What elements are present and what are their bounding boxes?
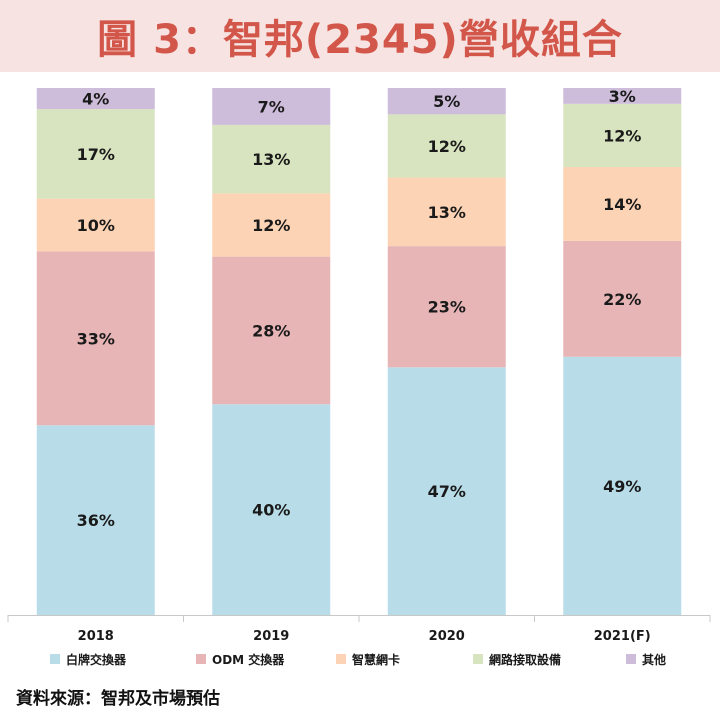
stacked-bar-chart: 36% 33% 10% 17% 4% 40% 28% 12% 13% 7% 47% 23% 13% 12%… [7,87,711,667]
data-label: 5% [433,92,460,111]
bar-segment [212,256,331,405]
data-label: 13% [252,150,290,169]
bar-segment [387,367,506,615]
bar-segment [212,88,331,125]
data-label: 33% [77,329,115,348]
bar-segment [387,88,506,115]
page-title: 圖 3：智邦(2345)營收組合 [97,17,623,63]
x-axis: 2018 2019 2020 2021(F) [7,615,711,644]
category-label: 2019 [253,629,289,644]
bar-segment [387,177,506,247]
data-label: 13% [428,203,466,222]
legend-swatch [50,654,60,664]
bars-layer: 36% 33% 10% 17% 4% 40% 28% 12% 13% 7% 47% 23% 13% 12%… [36,87,682,615]
bar-segment [36,109,155,199]
data-label: 7% [258,97,285,116]
bar-segment [212,124,331,194]
bar-segment [36,88,155,110]
data-label: 40% [252,501,290,520]
bar-segment [563,88,682,104]
data-label: 12% [252,216,290,235]
legend-label: 其他 [642,652,666,667]
title-band: 圖 3：智邦(2345)營收組合 [0,0,720,72]
legend-swatch [196,654,206,664]
data-label: 17% [77,145,115,164]
data-label: 10% [77,216,115,235]
bar-segment [387,246,506,368]
data-label: 23% [428,298,466,317]
data-label: 47% [428,482,466,501]
bar-segment [563,167,682,241]
bar-segment [563,240,682,357]
data-label: 4% [82,90,109,109]
bar-segment [36,425,155,615]
data-label: 36% [77,511,115,530]
category-label: 2020 [429,629,465,644]
legend-label: ODM 交換器 [212,652,285,667]
data-label: 22% [603,290,641,309]
source-note: 資料來源：智邦及市場預估 [16,689,220,709]
bar-segment [36,251,155,426]
data-label: 12% [603,126,641,145]
category-label: 2021(F) [594,629,651,644]
bar-segment [36,198,155,252]
data-label: 28% [252,321,290,340]
data-label: 49% [603,477,641,496]
bar-segment [212,404,331,615]
bar-segment [212,193,331,257]
bar-segment [563,356,682,615]
data-label: 14% [603,195,641,214]
legend-label: 網路接取設備 [489,652,561,667]
legend: 白牌交換器 ODM 交換器 智慧網卡 網路接取設備 其他 [50,652,666,667]
data-label: 3% [609,87,636,106]
legend-label: 白牌交換器 [66,652,127,667]
category-label: 2018 [78,629,114,644]
legend-label: 智慧網卡 [351,652,400,667]
legend-swatch [473,654,483,664]
bar-segment [563,103,682,168]
legend-swatch [626,654,636,664]
bar-segment [387,114,506,178]
legend-swatch [336,654,346,664]
data-label: 12% [428,137,466,156]
